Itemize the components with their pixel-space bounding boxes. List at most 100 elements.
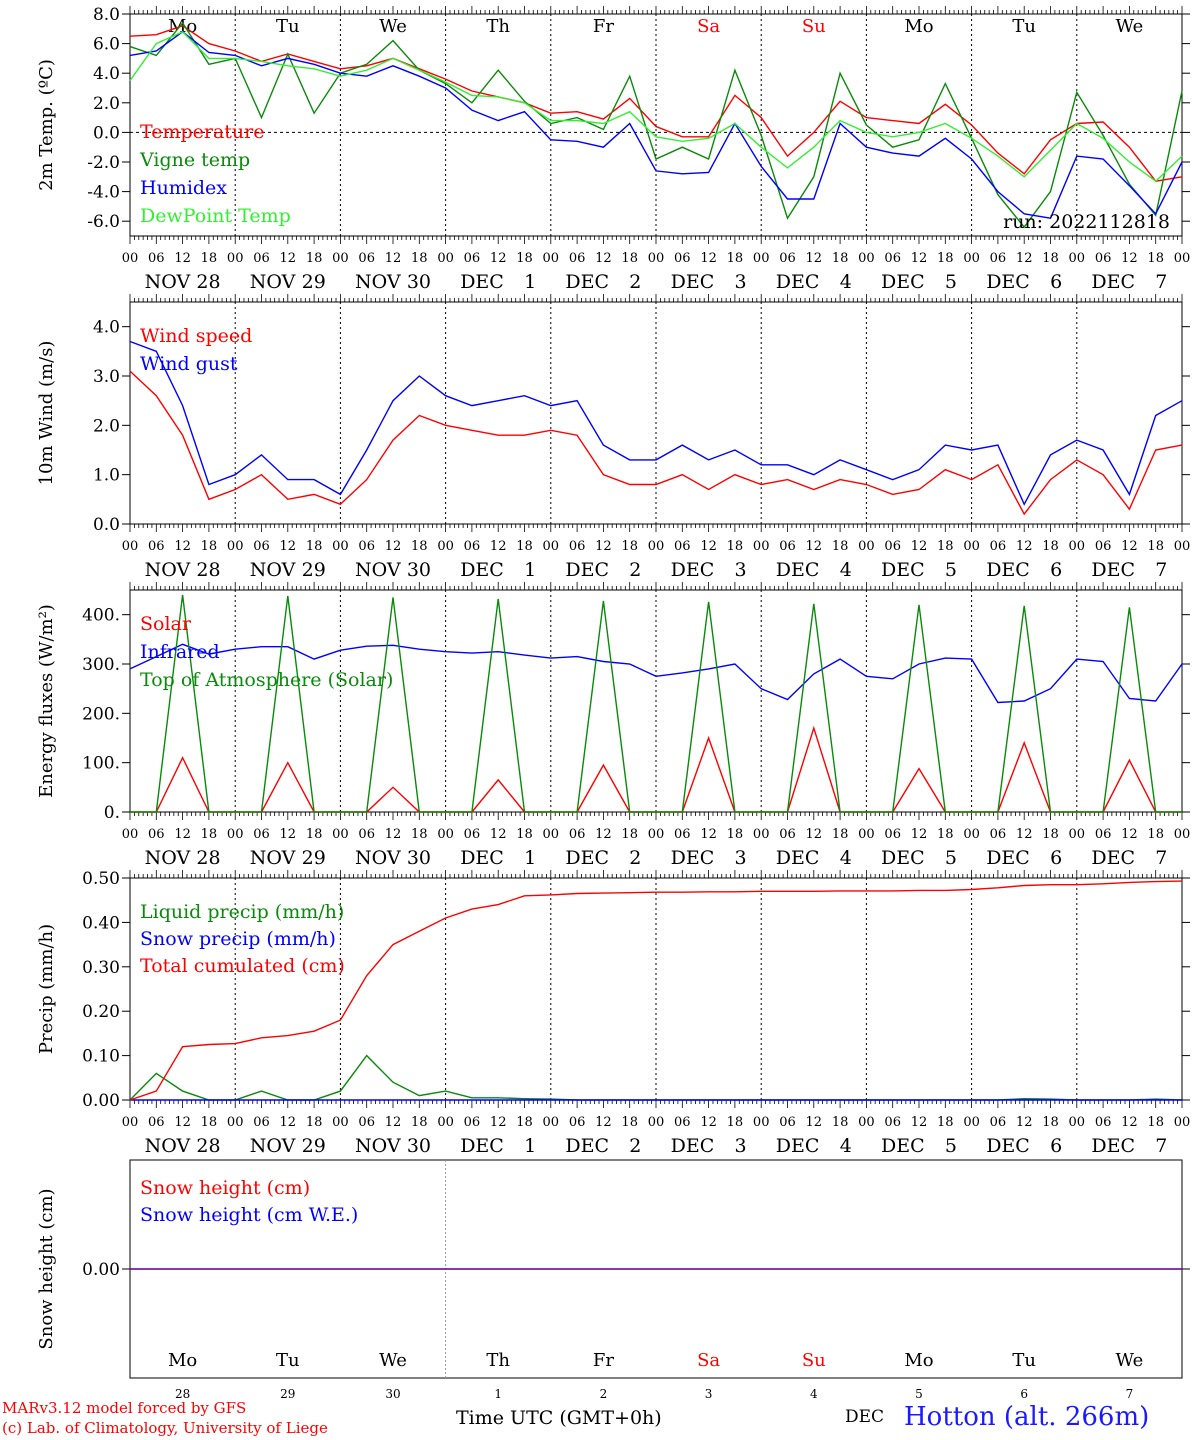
hour-label: 00 [332, 1115, 349, 1130]
hour-label: 12 [1016, 251, 1033, 266]
hour-label: 18 [937, 251, 954, 266]
hour-label: 18 [411, 539, 428, 554]
hour-label: 18 [937, 539, 954, 554]
hour-label: 12 [911, 827, 928, 842]
weekday-label: Tu [1012, 16, 1036, 37]
weekday-label: Mo [168, 1350, 197, 1371]
hour-label: 06 [464, 539, 481, 554]
hour-label: 12 [490, 827, 507, 842]
bottom-day-number: 2 [600, 1387, 608, 1401]
date-label-day: 4 [840, 271, 852, 293]
hour-label: 12 [1121, 827, 1138, 842]
series-line-wind-speed [129, 370, 1183, 516]
hour-label: 06 [569, 1115, 586, 1130]
y-tick-label: 4.0 [93, 64, 120, 84]
weekday-label: We [379, 16, 407, 37]
hour-label: 00 [858, 251, 875, 266]
hour-label: 00 [1069, 827, 1086, 842]
hour-label: 18 [516, 539, 533, 554]
hour-label: 12 [1016, 539, 1033, 554]
y-axis-label: Precip (mm/h) [36, 924, 57, 1054]
hour-label: 06 [1095, 827, 1112, 842]
hour-label: 12 [280, 827, 297, 842]
legend-entry: Snow height (cm) [140, 1177, 310, 1199]
hour-label: 18 [1147, 539, 1164, 554]
date-label-month: NOV [355, 1135, 401, 1157]
date-label-day: 2 [629, 1135, 641, 1157]
y-tick-label: 0.0 [93, 123, 120, 143]
legend-entry: Snow precip (mm/h) [140, 928, 336, 950]
date-label-month: NOV [355, 271, 401, 293]
hour-label: 06 [358, 827, 375, 842]
date-label-month: DEC [776, 847, 820, 869]
hour-label: 12 [174, 251, 191, 266]
date-label-month: DEC [776, 1135, 820, 1157]
hour-label: 06 [253, 1115, 270, 1130]
x-axis-title: Time UTC (GMT+0h) [456, 1407, 662, 1429]
date-label-day: 5 [945, 847, 957, 869]
hour-label: 12 [595, 251, 612, 266]
weekday-label: We [1116, 16, 1144, 37]
hour-label: 18 [621, 539, 638, 554]
hour-label: 18 [832, 827, 849, 842]
bottom-day-number: 7 [1126, 1387, 1134, 1401]
lab-credit: (c) Lab. of Climatology, University of L… [2, 1419, 328, 1437]
hour-label: 00 [1069, 539, 1086, 554]
date-label-day: 30 [407, 559, 431, 581]
hour-label: 00 [122, 251, 139, 266]
bottom-day-number: 5 [915, 1387, 923, 1401]
hour-label: 06 [884, 827, 901, 842]
hour-label: 00 [122, 1115, 139, 1130]
hour-label: 00 [543, 539, 560, 554]
date-label-month: DEC [881, 847, 925, 869]
hour-label: 00 [963, 827, 980, 842]
hour-label: 06 [253, 539, 270, 554]
date-label-month: DEC [1091, 559, 1135, 581]
hour-label: 06 [569, 827, 586, 842]
hour-label: 00 [1174, 827, 1191, 842]
hour-label: 00 [753, 251, 770, 266]
hour-label: 06 [990, 251, 1007, 266]
y-tick-label: 3.0 [93, 367, 120, 387]
date-label-month: DEC [881, 271, 925, 293]
hour-label: 18 [201, 539, 218, 554]
hour-label: 12 [911, 539, 928, 554]
series-line-infrared [129, 643, 1183, 704]
date-label-month: DEC [881, 1135, 925, 1157]
hour-label: 12 [700, 827, 717, 842]
hour-label: 00 [332, 827, 349, 842]
hour-label: 12 [1016, 827, 1033, 842]
hour-label: 06 [990, 827, 1007, 842]
date-label-month: DEC [460, 847, 504, 869]
y-axis-label: 10m Wind (m/s) [36, 341, 57, 486]
y-tick-label: 2.0 [93, 94, 120, 114]
date-label-day: 30 [407, 1135, 431, 1157]
hour-label: 12 [490, 1115, 507, 1130]
hour-label: 00 [543, 1115, 560, 1130]
legend-entry: Snow height (cm W.E.) [140, 1204, 358, 1226]
date-label-day: 29 [302, 847, 326, 869]
date-label-day: 28 [196, 271, 220, 293]
date-label-day: 30 [407, 271, 431, 293]
hour-label: 12 [911, 251, 928, 266]
hour-label: 06 [569, 539, 586, 554]
weekday-label: Tu [1012, 1350, 1036, 1371]
hour-label: 06 [253, 827, 270, 842]
date-label-day: 30 [407, 847, 431, 869]
hour-label: 12 [174, 1115, 191, 1130]
y-tick-label: 8.0 [93, 5, 120, 25]
hour-label: 00 [437, 827, 454, 842]
date-label-day: 1 [524, 1135, 536, 1157]
hour-label: 18 [832, 1115, 849, 1130]
hour-label: 00 [1069, 251, 1086, 266]
bottom-day-number: 4 [810, 1387, 818, 1401]
date-label-day: 4 [840, 847, 852, 869]
legend-entry: DewPoint Temp [140, 205, 291, 227]
date-label-day: 6 [1050, 847, 1062, 869]
legend-entry: Infrared [140, 641, 220, 663]
hour-label: 06 [884, 1115, 901, 1130]
hour-label: 00 [963, 539, 980, 554]
weekday-label: Tu [276, 16, 300, 37]
hour-label: 06 [674, 251, 691, 266]
